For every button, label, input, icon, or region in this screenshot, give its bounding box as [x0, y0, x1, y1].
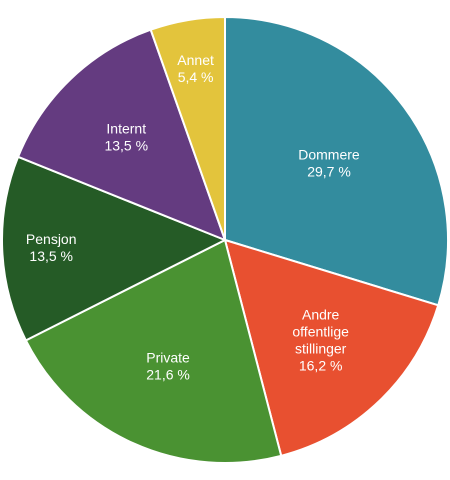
- slice-category-label: offentlige: [292, 323, 349, 339]
- pie-slice-pensjon: [1, 155, 228, 342]
- slice-label: Internt 13,5 %: [104, 120, 148, 153]
- pie-labels: Dommere 29,7 % Andre offentlige stillinger 16…: [26, 52, 360, 382]
- pie-slice-annet: [149, 15, 226, 241]
- slice-category-label: Internt: [106, 120, 146, 136]
- slice-value-label: 5,4 %: [178, 69, 214, 85]
- slice-label: Pensjon 13,5 %: [26, 231, 77, 264]
- slice-category-label: Annet: [177, 52, 214, 68]
- slice-category-label: Dommere: [298, 147, 360, 163]
- slice-value-label: 29,7 %: [307, 164, 351, 180]
- slice-value-label: 16,2 %: [299, 357, 343, 373]
- slice-value-label: 21,6 %: [146, 366, 190, 382]
- pie-slice-private: [24, 238, 283, 464]
- slice-category-label: stillinger: [295, 340, 347, 356]
- pie-slice-internt: [16, 28, 227, 242]
- pie-slices: [1, 15, 449, 464]
- pie-slice-andre-offentlige-stillinger: [223, 238, 440, 458]
- pie-slice-dommere: [224, 15, 449, 307]
- slice-value-label: 13,5 %: [104, 137, 148, 153]
- slice-category-label: Private: [146, 349, 190, 365]
- slice-category-label: Andre: [302, 306, 340, 322]
- slice-label: Dommere 29,7 %: [298, 147, 360, 180]
- slice-category-label: Pensjon: [26, 231, 77, 247]
- slice-label: Andre offentlige stillinger 16,2 %: [292, 306, 349, 373]
- slice-value-label: 13,5 %: [29, 248, 73, 264]
- slice-label: Annet 5,4 %: [177, 52, 214, 85]
- slice-label: Private 21,6 %: [146, 349, 190, 382]
